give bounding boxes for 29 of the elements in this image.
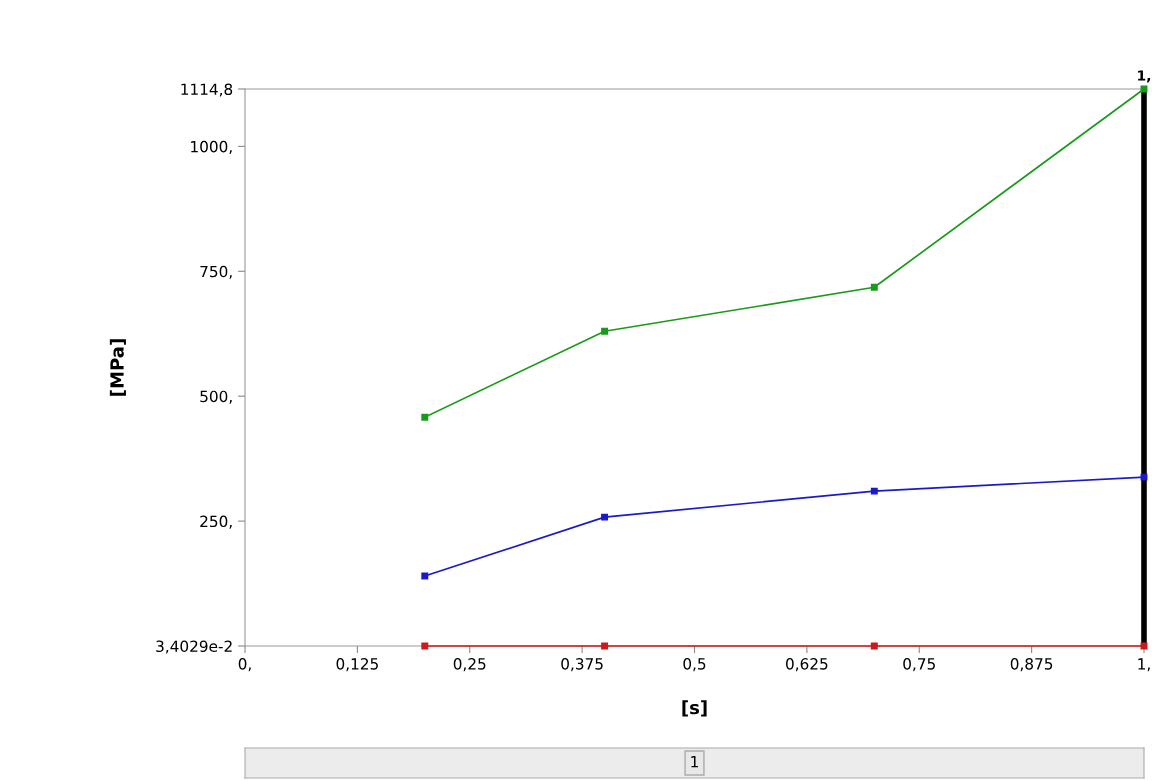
- x-tick-label: 0,5: [683, 658, 706, 672]
- y-axis-title: [MPa]: [109, 339, 126, 396]
- point: [1140, 473, 1148, 481]
- x-tick-label: 0,375: [561, 658, 603, 672]
- point: [601, 513, 609, 521]
- point: [870, 283, 878, 291]
- x-tick-label: 0,: [238, 658, 251, 672]
- ref-line-label: 1,: [1138, 70, 1151, 83]
- point: [421, 642, 429, 650]
- y-tick-label: 750,: [200, 265, 232, 279]
- x-tick-label: 1,: [1138, 658, 1150, 672]
- y-tick-label: 3,4029e-2: [156, 640, 232, 654]
- x-axis-title: [s]: [682, 700, 707, 717]
- text: 1: [691, 756, 698, 768]
- x-tick-label: 0,125: [336, 658, 378, 672]
- point: [421, 572, 429, 580]
- x-tick-label: 0,75: [903, 658, 935, 672]
- x-tick-label: 0,875: [1010, 658, 1053, 672]
- y-tick-label: 1114,8: [181, 83, 233, 97]
- point: [601, 642, 609, 650]
- point: [870, 487, 878, 495]
- x-tick-label: 0,625: [786, 658, 828, 672]
- y-tick-label: 1000,: [191, 140, 232, 154]
- point: [421, 413, 429, 421]
- y-tick-label: 500,: [200, 390, 232, 404]
- y-tick-label: 250,: [200, 515, 232, 529]
- x-tick-label: 0,25: [453, 658, 486, 672]
- point: [601, 327, 609, 335]
- point: [870, 642, 878, 650]
